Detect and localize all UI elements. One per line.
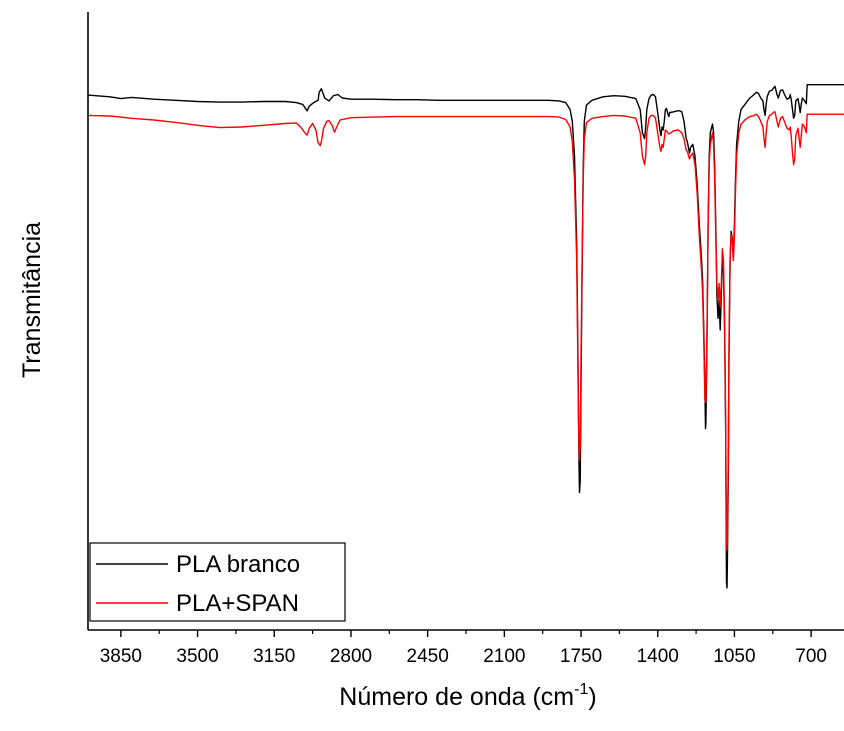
x-axis-title-close: ) [588, 683, 596, 711]
series-line-0 [87, 84, 844, 589]
x-tick-label: 1750 [560, 646, 602, 667]
series-layer [87, 84, 844, 589]
x-tick-label: 3150 [253, 646, 295, 667]
legend-label-pla-branco: PLA branco [176, 551, 300, 578]
x-tick-label: 3850 [100, 646, 142, 667]
axes-layer [87, 12, 844, 631]
x-axis-title: Número de onda (cm-1) [339, 681, 596, 711]
x-tick-label: 700 [795, 646, 827, 667]
x-tick-label: 2100 [483, 646, 525, 667]
x-tick-label: 3500 [176, 646, 218, 667]
legend-label-pla-span: PLA+SPAN [176, 590, 299, 617]
x-tick-label: 2450 [407, 646, 449, 667]
legend-box [89, 542, 346, 622]
legend: PLA branco PLA+SPAN [89, 542, 346, 622]
x-ticks: 3850 3500 3150 2800 2450 2100 1750 1400 1050 700 [100, 630, 827, 667]
y-axis-title: Transmitância [18, 222, 46, 378]
x-tick-label: 2800 [330, 646, 372, 667]
x-axis-title-sup: -1 [574, 681, 588, 698]
x-axis-title-main: Número de onda (cm [339, 683, 574, 711]
x-tick-label: 1400 [637, 646, 679, 667]
series-line-1 [87, 111, 844, 552]
x-tick-label: 1050 [713, 646, 755, 667]
